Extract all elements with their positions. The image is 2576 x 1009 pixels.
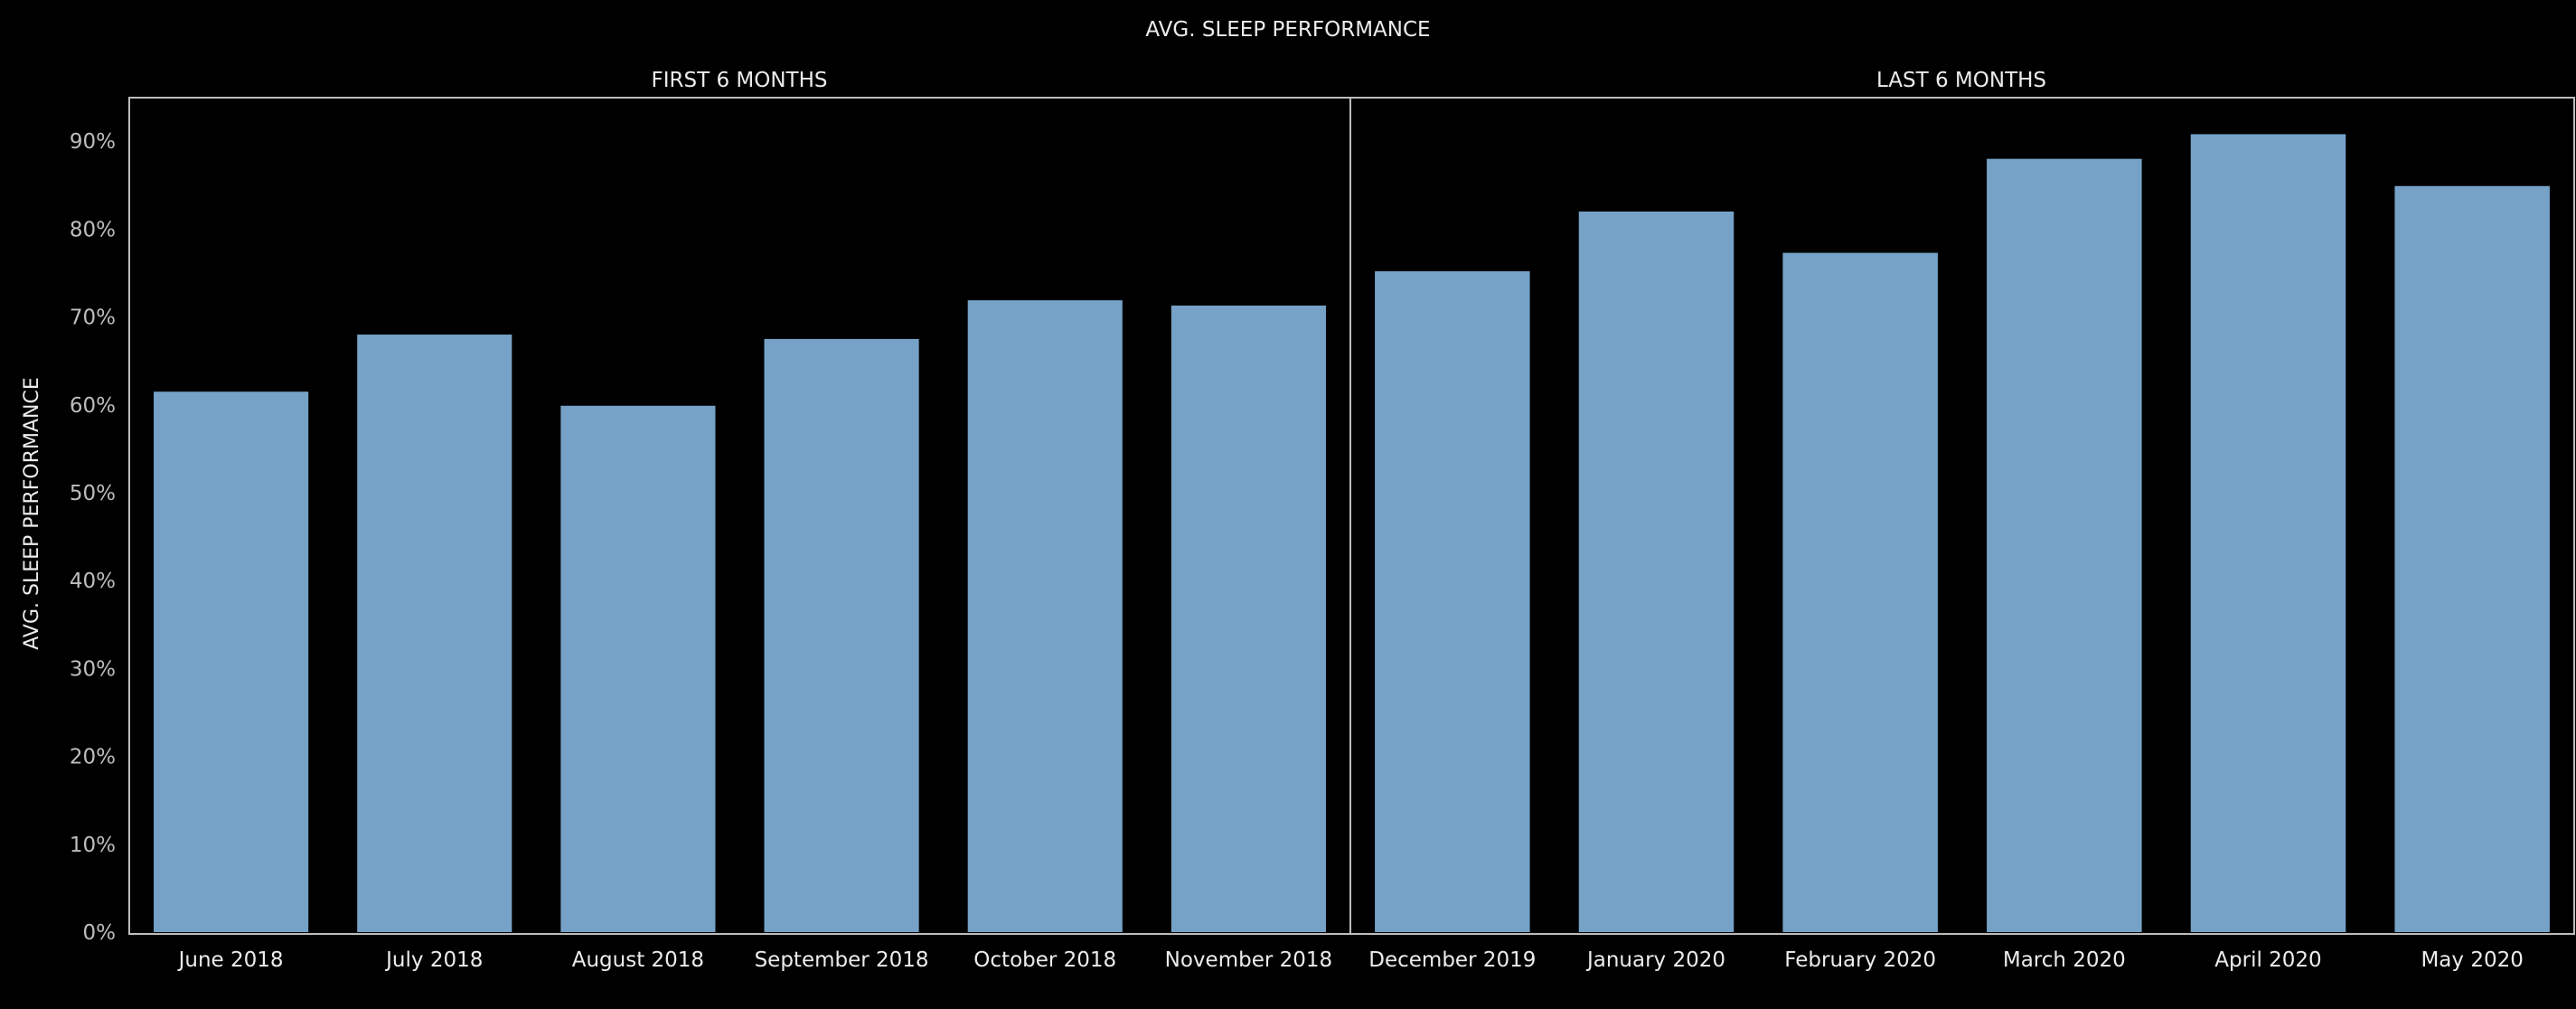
bar — [967, 300, 1123, 933]
panel-label-last: LAST 6 MONTHS — [1876, 69, 2046, 92]
bar — [154, 391, 309, 933]
x-tick-label: January 2020 — [1585, 948, 1725, 972]
y-tick-label: 70% — [70, 306, 116, 330]
y-tick-label: 90% — [70, 130, 116, 154]
bar — [764, 338, 919, 932]
bar — [1987, 158, 2142, 932]
x-tick-label: September 2018 — [755, 948, 929, 972]
y-tick-label: 20% — [70, 746, 116, 769]
bar — [357, 335, 512, 932]
bars — [154, 134, 2550, 933]
y-axis-label: AVG. SLEEP PERFORMANCE — [21, 377, 43, 649]
x-tick-label: October 2018 — [973, 948, 1116, 972]
x-ticks: June 2018 July 2018 August 2018 September 2… — [177, 948, 2524, 972]
x-tick-label: May 2020 — [2421, 948, 2523, 972]
bar — [1578, 211, 1735, 932]
x-tick-label: April 2020 — [2214, 948, 2321, 972]
chart-title: AVG. SLEEP PERFORMANCE — [1145, 18, 1430, 42]
y-tick-label: 10% — [70, 834, 116, 857]
y-tick-label: 40% — [70, 570, 116, 593]
panel-label-first: FIRST 6 MONTHS — [652, 69, 828, 92]
bar — [560, 405, 716, 933]
x-tick-label: February 2020 — [1784, 948, 1936, 972]
x-tick-label: June 2018 — [177, 948, 284, 972]
y-tick-label: 30% — [70, 657, 116, 681]
bar — [2190, 134, 2346, 932]
bar — [2394, 185, 2550, 933]
plot-frame — [128, 97, 2575, 935]
bar — [1170, 305, 1326, 932]
y-tick-label: 0% — [83, 921, 117, 945]
x-tick-label: July 2018 — [384, 948, 483, 972]
y-tick-label: 50% — [70, 482, 116, 505]
x-tick-label: December 2019 — [1368, 948, 1536, 972]
y-ticks: 0% 10% 20% 30% 40% 50% 60% 70% 80% 90% — [70, 130, 116, 945]
bar — [1782, 252, 1938, 932]
y-tick-label: 80% — [70, 218, 116, 241]
x-tick-label: August 2018 — [572, 948, 704, 972]
x-tick-label: November 2018 — [1165, 948, 1333, 972]
bar — [1375, 271, 1530, 932]
y-tick-label: 60% — [70, 394, 116, 418]
x-tick-label: March 2020 — [2003, 948, 2126, 972]
